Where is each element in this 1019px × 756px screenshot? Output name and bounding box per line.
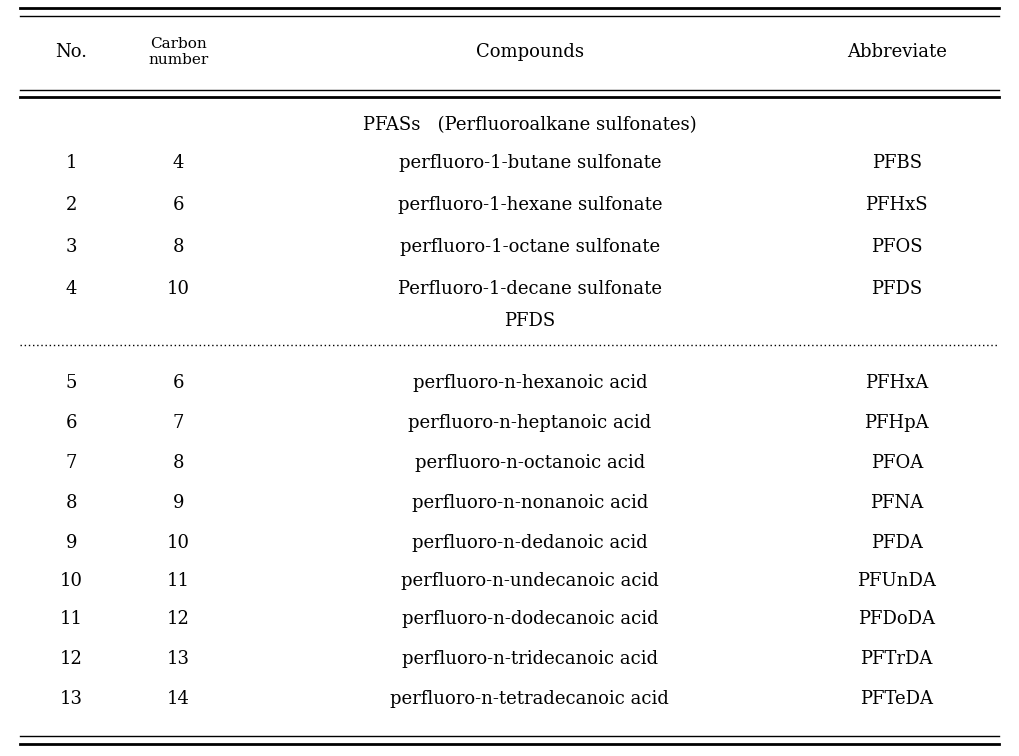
- Text: perfluoro-n-hexanoic acid: perfluoro-n-hexanoic acid: [413, 374, 647, 392]
- Text: perfluoro-n-tridecanoic acid: perfluoro-n-tridecanoic acid: [401, 650, 658, 668]
- Text: 10: 10: [167, 534, 190, 552]
- Text: PFHpA: PFHpA: [864, 414, 929, 432]
- Text: 3: 3: [65, 238, 77, 256]
- Text: 12: 12: [60, 650, 83, 668]
- Text: perfluoro-1-butane sulfonate: perfluoro-1-butane sulfonate: [398, 154, 661, 172]
- Text: 10: 10: [167, 280, 190, 298]
- Text: 4: 4: [172, 154, 184, 172]
- Text: 14: 14: [167, 690, 190, 708]
- Text: 9: 9: [172, 494, 184, 512]
- Text: PFDoDA: PFDoDA: [858, 610, 935, 628]
- Text: 13: 13: [167, 650, 190, 668]
- Text: PFDS: PFDS: [871, 280, 922, 298]
- Text: 4: 4: [65, 280, 77, 298]
- Text: perfluoro-n-tetradecanoic acid: perfluoro-n-tetradecanoic acid: [390, 690, 669, 708]
- Text: PFHxS: PFHxS: [865, 196, 928, 214]
- Text: 7: 7: [172, 414, 184, 432]
- Text: PFOS: PFOS: [871, 238, 922, 256]
- Text: PFTrDA: PFTrDA: [860, 650, 933, 668]
- Text: 6: 6: [172, 374, 184, 392]
- Text: PFHxA: PFHxA: [865, 374, 928, 392]
- Text: PFASs   (Perfluoroalkane sulfonates): PFASs (Perfluoroalkane sulfonates): [363, 116, 697, 134]
- Text: 8: 8: [65, 494, 77, 512]
- Text: perfluoro-n-dodecanoic acid: perfluoro-n-dodecanoic acid: [401, 610, 658, 628]
- Text: 6: 6: [172, 196, 184, 214]
- Text: perfluoro-1-octane sulfonate: perfluoro-1-octane sulfonate: [399, 238, 660, 256]
- Text: PFDS: PFDS: [504, 312, 555, 330]
- Text: Abbreviate: Abbreviate: [847, 43, 947, 61]
- Text: perfluoro-n-heptanoic acid: perfluoro-n-heptanoic acid: [409, 414, 651, 432]
- Text: No.: No.: [55, 43, 88, 61]
- Text: PFOA: PFOA: [870, 454, 923, 472]
- Text: 10: 10: [60, 572, 83, 590]
- Text: perfluoro-n-undecanoic acid: perfluoro-n-undecanoic acid: [400, 572, 659, 590]
- Text: 11: 11: [60, 610, 83, 628]
- Text: 12: 12: [167, 610, 190, 628]
- Text: 1: 1: [65, 154, 77, 172]
- Text: Compounds: Compounds: [476, 43, 584, 61]
- Text: PFDA: PFDA: [871, 534, 922, 552]
- Text: perfluoro-n-dedanoic acid: perfluoro-n-dedanoic acid: [412, 534, 648, 552]
- Text: 13: 13: [60, 690, 83, 708]
- Text: perfluoro-n-octanoic acid: perfluoro-n-octanoic acid: [415, 454, 645, 472]
- Text: 7: 7: [65, 454, 77, 472]
- Text: PFBS: PFBS: [871, 154, 922, 172]
- Text: Carbon
number: Carbon number: [148, 37, 209, 67]
- Text: 5: 5: [65, 374, 77, 392]
- Text: perfluoro-n-nonanoic acid: perfluoro-n-nonanoic acid: [412, 494, 648, 512]
- Text: 8: 8: [172, 238, 184, 256]
- Text: perfluoro-1-hexane sulfonate: perfluoro-1-hexane sulfonate: [397, 196, 662, 214]
- Text: Perfluoro-1-decane sulfonate: Perfluoro-1-decane sulfonate: [397, 280, 662, 298]
- Text: 11: 11: [167, 572, 190, 590]
- Text: PFNA: PFNA: [870, 494, 923, 512]
- Text: 6: 6: [65, 414, 77, 432]
- Text: PFUnDA: PFUnDA: [857, 572, 936, 590]
- Text: PFTeDA: PFTeDA: [860, 690, 933, 708]
- Text: 8: 8: [172, 454, 184, 472]
- Text: 2: 2: [65, 196, 77, 214]
- Text: 9: 9: [65, 534, 77, 552]
